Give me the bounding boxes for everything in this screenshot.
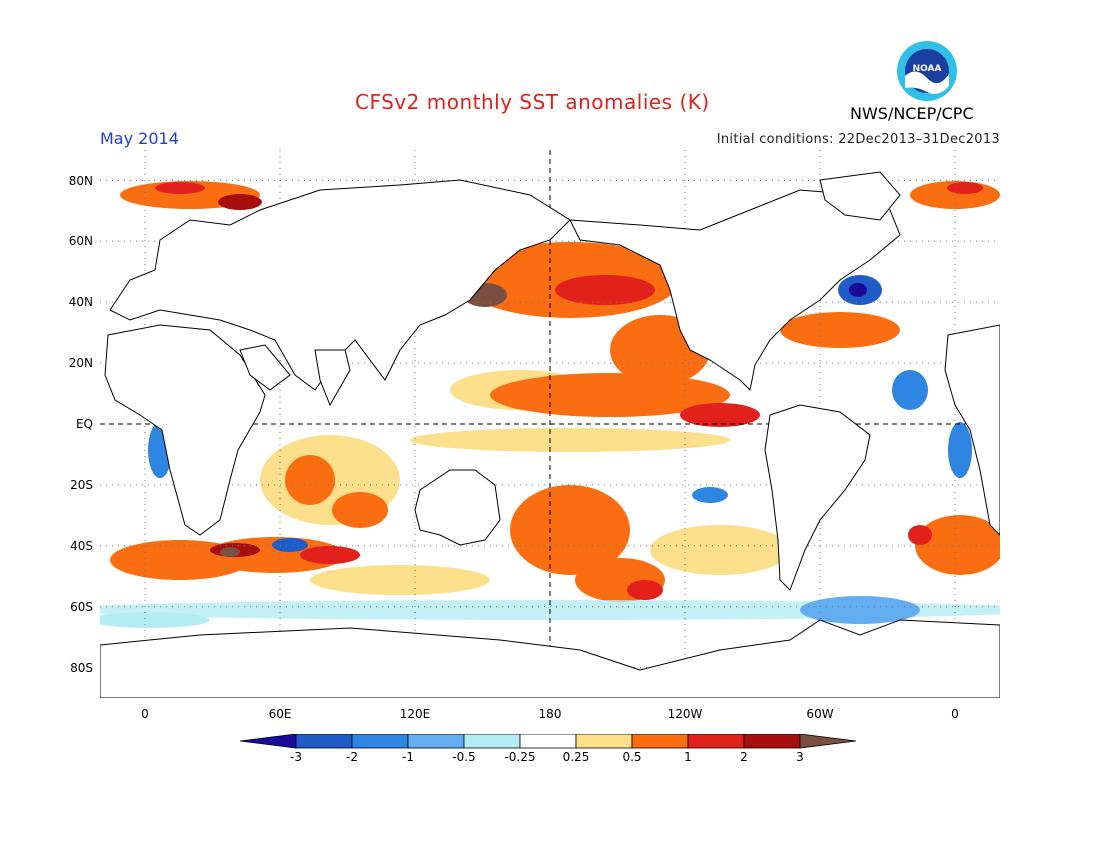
agency-label: NWS/NCEP/CPC [850,104,974,123]
initial-conditions: Initial conditions: 22Dec2013–31Dec2013 [716,132,1000,147]
lat-tick: 80S [70,660,93,675]
noaa-logo-text: NOAA [913,64,942,74]
colorbar-tick-label: -2 [346,750,358,764]
lat-tick: 60N [68,234,93,249]
africa-wrap [944,324,1000,536]
colorbar-box [687,734,745,749]
colorbar-tick-label: 0.25 [563,750,590,764]
colorbar-tick-label: -0.25 [504,750,535,764]
lon-tick: 0 [141,707,149,721]
colorbar-max-triangle [799,734,857,749]
colorbar-tick-label: -3 [290,750,302,764]
greenland [819,171,901,221]
lat-tick: 40N [68,295,93,310]
eurasia [109,179,571,391]
antarctica [100,619,1000,698]
colorbar-box [351,734,409,749]
colorbar-tick-label: 0.5 [622,750,641,764]
lat-tick: 60S [70,599,93,614]
south-america [764,404,871,591]
lon-tick: 60E [268,707,292,721]
australia [414,469,501,546]
colorbar-tick-label: -1 [402,750,414,764]
anomaly-patches [100,181,1000,628]
forecast-month: May 2014 [100,129,179,148]
lon-tick: 120W [667,707,703,721]
colorbar-box [407,734,465,749]
lat-tick: 20N [68,356,93,371]
colorbar-tick-label: 1 [684,750,692,764]
lat-tick: EQ [75,417,93,431]
colorbar-box [463,734,521,749]
chart-title: CFSv2 monthly SST anomalies (K) [355,90,710,114]
north-america [569,189,901,392]
lat-tick: 80N [68,173,93,188]
india [314,349,351,407]
continents [100,171,1000,698]
sst-anomaly-map [100,150,1000,698]
colorbar-box [295,734,353,749]
map-svg [100,150,1000,698]
colorbar-tick-label: -0.5 [452,750,475,764]
lon-tick: 120E [399,707,431,721]
colorbar-box [519,734,577,749]
colorbar: -3 -2 -1 -0.5 -0.25 0.25 0.5 1 2 3 [240,734,857,764]
colorbar-tick-label: 3 [796,750,804,764]
colorbar-box [743,734,801,749]
lon-tick: 60W [806,707,834,721]
colorbar-box [631,734,689,749]
noaa-logo-icon: NOAA [897,41,957,101]
colorbar-tick-label: 2 [740,750,748,764]
lat-tick: 20S [70,477,93,492]
colorbar-min-triangle [240,734,297,749]
africa [104,324,266,536]
lat-tick: 40S [70,538,93,553]
colorbar-box [575,734,633,749]
lon-tick: 0 [951,707,959,721]
lon-tick: 180 [538,707,562,721]
arabia [239,344,291,391]
